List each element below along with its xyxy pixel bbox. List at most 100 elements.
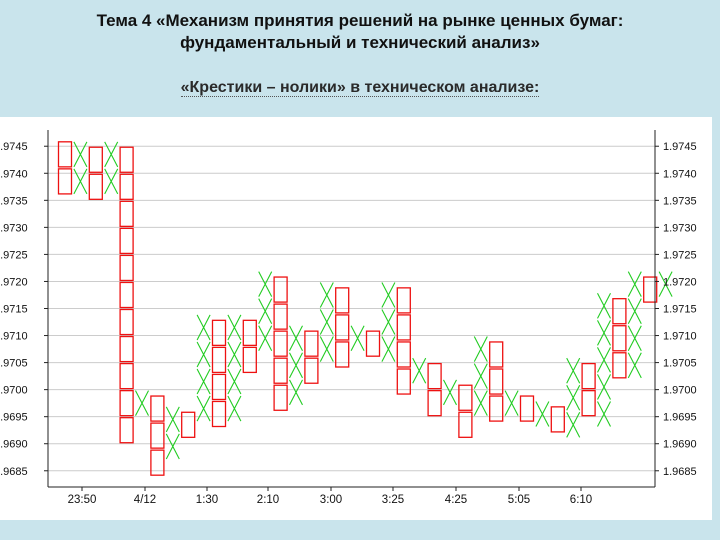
o-mark: [458, 411, 473, 438]
o-mark: [304, 357, 319, 384]
x-mark: [350, 325, 365, 352]
y-tick-label-left: 1.9690: [0, 439, 28, 451]
x-mark: [289, 379, 303, 406]
o-mark: [489, 395, 504, 422]
o-mark: [273, 330, 288, 357]
y-tick-label-right: 1.9745: [663, 141, 697, 153]
o-mark: [119, 173, 134, 200]
x-mark: [381, 336, 396, 362]
y-tick-label-right: 1.9710: [663, 331, 697, 343]
x-mark: [196, 314, 211, 341]
x-tick-label: 1:30: [196, 494, 218, 506]
x-mark: [627, 271, 642, 297]
y-tick-label-right: 1.9700: [663, 385, 697, 397]
grid-layer: [48, 145, 655, 472]
y-tick-label-right: 1.9705: [663, 358, 697, 370]
o-mark: [304, 330, 319, 357]
o-mark: [273, 303, 288, 330]
y-tick-label-left: 1.9710: [0, 331, 28, 343]
x-mark: [227, 341, 242, 368]
x-mark: [165, 406, 180, 433]
x-mark: [566, 384, 581, 411]
x-mark: [227, 314, 242, 341]
o-mark: [119, 362, 134, 390]
y-tick-label-right: 1.9720: [663, 276, 697, 288]
x-mark: [196, 341, 211, 368]
o-mark: [119, 200, 134, 228]
x-mark: [597, 320, 611, 346]
x-tick-label: 5:05: [508, 494, 530, 506]
y-tick-label-left: 1.9715: [0, 304, 28, 316]
o-mark: [119, 146, 134, 173]
y-tick-label-left: 1.9720: [0, 276, 28, 288]
y-tick-label-left: 1.9685: [0, 466, 28, 478]
o-mark: [489, 341, 504, 368]
x-mark: [258, 298, 273, 324]
o-mark: [489, 368, 504, 395]
y-tick-label-left: 1.9725: [0, 249, 28, 261]
slide-title: Тема 4 «Механизм принятия решений на рын…: [0, 10, 720, 54]
o-mark: [242, 319, 257, 347]
o-mark: [335, 341, 350, 368]
y-tick-label-right: 1.9725: [663, 249, 697, 261]
x-tick-label: 4:25: [445, 494, 467, 506]
o-mark: [581, 362, 596, 390]
o-mark: [119, 254, 134, 282]
x-mark: [227, 368, 242, 395]
x-mark: [196, 395, 211, 422]
o-mark: [427, 362, 442, 390]
o-mark: [612, 352, 627, 379]
x-mark: [504, 390, 519, 416]
o-mark: [335, 287, 350, 314]
slide-subtitle: «Крестики – нолики» в техническом анализ…: [0, 78, 720, 98]
o-mark: [211, 373, 227, 401]
x-mark: [165, 433, 180, 460]
y-tick-label-right: 1.9690: [663, 439, 697, 451]
x-mark: [473, 363, 488, 389]
x-mark: [196, 368, 211, 395]
o-mark: [150, 395, 165, 422]
x-mark: [319, 282, 334, 308]
x-mark: [473, 336, 488, 362]
o-mark: [181, 411, 196, 438]
o-mark: [458, 384, 473, 411]
axis-layer: 1.9685 1.9685 1.9690 1.9690 1.9695 1.9695 1.97…: [0, 130, 697, 506]
o-mark: [519, 395, 535, 422]
x-mark: [104, 168, 119, 195]
x-mark: [289, 352, 303, 379]
x-mark: [289, 325, 303, 352]
o-mark: [365, 330, 381, 357]
x-mark: [535, 401, 550, 427]
o-mark: [396, 368, 411, 395]
x-mark: [627, 352, 642, 379]
x-mark: [473, 390, 488, 416]
mark-layer: [57, 141, 673, 476]
y-tick-label-right: 1.9685: [663, 466, 697, 478]
x-tick-label: 2:10: [257, 494, 279, 506]
x-mark: [381, 282, 396, 308]
x-mark: [258, 271, 273, 297]
o-mark: [119, 227, 134, 255]
o-mark: [119, 335, 134, 363]
o-mark: [242, 346, 257, 374]
x-mark: [627, 325, 642, 352]
o-mark: [396, 287, 411, 314]
y-tick-label-right: 1.9740: [663, 168, 697, 180]
slide-title-line-2: фундаментальный и технический анализ»: [180, 33, 540, 52]
o-mark: [150, 422, 165, 449]
x-tick-label: 3:00: [320, 494, 342, 506]
o-mark: [88, 146, 103, 173]
o-mark: [57, 141, 73, 168]
x-mark: [381, 309, 396, 335]
x-mark: [227, 395, 242, 422]
o-mark: [427, 389, 442, 417]
o-mark: [273, 357, 288, 384]
o-mark: [396, 314, 411, 341]
o-mark: [119, 417, 134, 444]
y-tick-label-right: 1.9695: [663, 412, 697, 424]
x-mark: [597, 347, 611, 373]
x-mark: [443, 379, 457, 406]
o-mark: [612, 325, 627, 352]
slide-subtitle-text: «Крестики – нолики» в техническом анализ…: [180, 79, 540, 97]
o-mark: [57, 168, 73, 195]
